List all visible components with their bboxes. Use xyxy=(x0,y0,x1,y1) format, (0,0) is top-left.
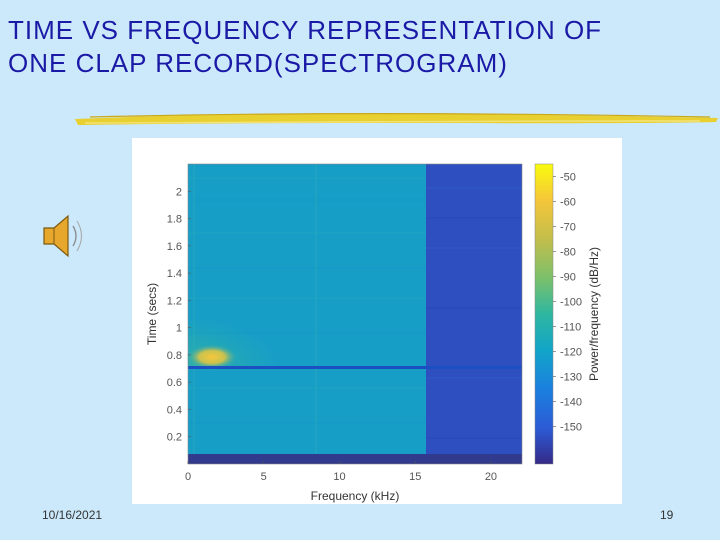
plot-frame xyxy=(187,163,523,465)
x-axis-ticks: 0 5 10 15 20 xyxy=(185,461,497,483)
y-tick-label: 2 xyxy=(176,186,182,198)
x-tick-label: 20 xyxy=(485,471,497,483)
x-tick-label: 0 xyxy=(185,471,191,483)
colorbar-tick-label: -110 xyxy=(560,322,581,334)
y-tick-label: 1 xyxy=(176,323,182,335)
footer-date: 10/16/2021 xyxy=(42,508,103,522)
colorbar-tick-label: -150 xyxy=(560,422,582,434)
x-axis-label: Frequency (kHz) xyxy=(311,489,400,503)
y-tick-label: 0.2 xyxy=(167,432,182,444)
colorbar-tick-label: -100 xyxy=(560,297,582,309)
title-line-2: ONE CLAP RECORD(SPECTROGRAM) xyxy=(8,48,508,78)
y-tick-label: 1.6 xyxy=(167,241,182,253)
colorbar-tick-label: -80 xyxy=(560,247,576,259)
y-tick-label: 0.6 xyxy=(167,377,182,389)
y-axis-ticks: 0.2 0.4 0.6 0.8 1 1.2 1.4 1.6 1.8 2 xyxy=(167,186,191,444)
y-tick-label: 1.4 xyxy=(167,268,182,280)
colorbar-tick-label: -60 xyxy=(560,197,576,209)
colorbar-tick-label: -70 xyxy=(560,222,576,234)
y-tick-label: 0.4 xyxy=(167,404,182,416)
spectrogram-plot xyxy=(186,163,523,465)
colorbar xyxy=(534,163,554,465)
spectrogram-svg: 0.2 0.4 0.6 0.8 1 1.2 1.4 1.6 1.8 2 0 5 10 15 20 Freq… xyxy=(145,163,601,503)
brush-stroke-divider xyxy=(75,113,718,125)
colorbar-tick-label: -90 xyxy=(560,272,576,284)
y-tick-label: 0.8 xyxy=(167,350,182,362)
colorbar-tick-label: -130 xyxy=(560,372,582,384)
region-low-band xyxy=(188,164,426,464)
slide-title: TIME VS FREQUENCY REPRESENTATION OF ONE … xyxy=(8,14,708,80)
clap-onset-highlight xyxy=(186,344,238,370)
x-tick-label: 15 xyxy=(409,471,421,483)
x-tick-label: 5 xyxy=(261,471,267,483)
x-tick-label: 10 xyxy=(333,471,345,483)
colorbar-tick-label: -140 xyxy=(560,397,582,409)
spectrogram-figure: 0.2 0.4 0.6 0.8 1 1.2 1.4 1.6 1.8 2 0 5 10 15 20 Freq… xyxy=(132,138,622,504)
page-number: 19 xyxy=(660,508,674,522)
onset-boundary-line xyxy=(188,366,522,369)
y-tick-label: 1.2 xyxy=(167,295,182,307)
speaker-icon[interactable] xyxy=(38,210,88,262)
y-tick-label: 1.8 xyxy=(167,214,182,226)
silence-band xyxy=(188,454,522,464)
colorbar-tick-label: -120 xyxy=(560,347,582,359)
y-axis-label: Time (secs) xyxy=(145,283,159,345)
colorbar-ticks: -50 -60 -70 -80 -90 -100 -110 -120 -130 -140 -150 xyxy=(553,172,582,434)
colorbar-label: Power/frequency (dB/Hz) xyxy=(587,247,601,381)
colorbar-tick-label: -50 xyxy=(560,172,576,184)
title-line-1: TIME VS FREQUENCY REPRESENTATION OF xyxy=(8,15,603,45)
region-high-band xyxy=(426,164,522,464)
